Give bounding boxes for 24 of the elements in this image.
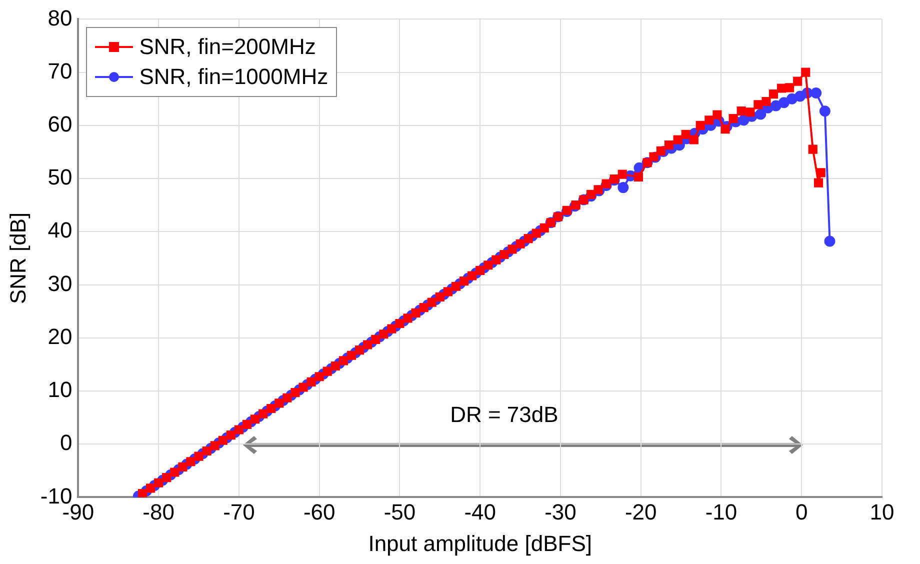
annotation: DR = 73dB (450, 402, 558, 428)
legend-label: SNR, fin=1000MHz (139, 64, 328, 90)
y-tick-label: 0 (60, 430, 72, 456)
y-tick-label: 10 (48, 377, 72, 402)
y-tick-label: 50 (48, 164, 72, 190)
y-tick-label: 30 (48, 270, 72, 296)
x-tick-label: -50 (384, 499, 416, 524)
x-tick-label: -80 (142, 499, 174, 524)
x-tick-label: 0 (795, 499, 808, 524)
x-axis-title: Input amplitude [dBFS] (368, 530, 592, 556)
x-tick-label: 10 (870, 499, 894, 524)
y-tick-label: 60 (48, 111, 72, 136)
x-tick-label: -30 (544, 499, 576, 524)
x-tick-label: -10 (705, 499, 738, 524)
x-tick-label: -20 (624, 499, 657, 524)
y-tick-label: 80 (48, 5, 72, 30)
x-tick-label: -70 (223, 499, 255, 524)
y-tick-label: 40 (48, 218, 72, 243)
x-tick-label: -40 (464, 499, 496, 524)
y-axis-title: SNR [dB] (5, 212, 30, 304)
y-tick-label: 20 (48, 324, 72, 349)
y-tick-label: 70 (48, 58, 72, 84)
x-tick-label: -60 (303, 499, 336, 524)
legend-label: SNR, fin=200MHz (139, 34, 316, 60)
